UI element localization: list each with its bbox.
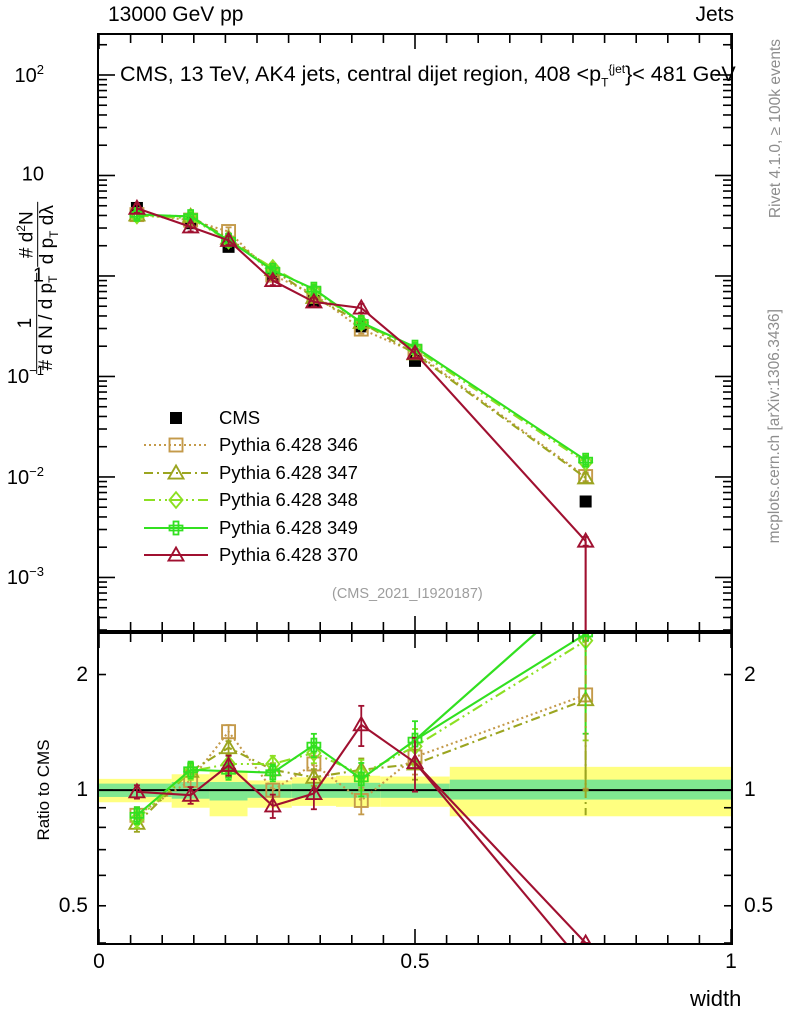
legend-item[interactable]: Pythia 6.428 349	[143, 514, 358, 542]
legend-label: Pythia 6.428 370	[219, 544, 358, 566]
ratio-series-line	[136, 639, 587, 820]
data-point-marker	[263, 796, 282, 813]
header-analysis-label: Jets	[695, 3, 734, 26]
legend-key-diamond-icon	[143, 489, 209, 511]
data-point-marker	[219, 231, 238, 247]
data-point-marker	[170, 411, 182, 424]
legend-key-square-icon	[143, 434, 209, 456]
ratio-series-line	[136, 693, 586, 817]
data-point-marker	[181, 785, 200, 802]
ratio-series-line	[136, 723, 587, 943]
error-bar	[358, 762, 365, 798]
data-point-marker	[219, 756, 238, 772]
data-point-marker	[166, 545, 186, 562]
legend-item[interactable]: Pythia 6.428 370	[143, 542, 358, 570]
data-point-marker	[352, 313, 371, 329]
data-point-marker	[265, 765, 281, 781]
ratio-y-tick-label-left: 2	[76, 662, 88, 686]
x-tick-label: 1	[725, 950, 737, 973]
data-point-marker	[183, 762, 199, 778]
data-point-marker	[304, 784, 323, 800]
legend-label: Pythia 6.428 349	[219, 516, 358, 538]
data-point-marker	[306, 737, 322, 753]
legend-key-triangle-icon	[143, 462, 209, 484]
legend-key-fsquare-icon	[143, 407, 209, 429]
main-y-tick-label: 10−1	[6, 363, 44, 389]
main-y-tick-label: 10−3	[6, 564, 44, 590]
legend-item[interactable]: Pythia 6.428 348	[143, 487, 358, 515]
legend-label: Pythia 6.428 347	[219, 461, 358, 483]
analysis-id-watermark: (CMS_2021_I1920187)	[332, 586, 483, 602]
data-point-marker	[580, 933, 592, 943]
data-point-marker	[405, 753, 425, 770]
legend-item[interactable]: CMS	[143, 404, 358, 432]
ratio-y-tick-label-left: 1	[76, 778, 88, 802]
data-point-marker	[306, 743, 322, 763]
main-y-tick-label: 1	[32, 264, 44, 287]
ratio-y-tick-label-right: 0.5	[744, 893, 774, 917]
data-point-marker	[181, 217, 200, 234]
data-point-marker	[168, 520, 184, 536]
legend-key-triangle-icon	[143, 544, 209, 566]
ratio-series-line	[414, 761, 567, 943]
data-point-marker	[129, 807, 145, 823]
legend: CMS Pythia 6.428 346 Pythia 6.428 347 Pythi…	[143, 404, 358, 569]
title-suffix: }< 481 GeV	[625, 62, 736, 87]
legend-item[interactable]: Pythia 6.428 347	[143, 459, 358, 487]
title-prefix: CMS, 13 TeV, AK4 jets, central dijet reg…	[120, 62, 602, 87]
data-point-marker	[221, 724, 237, 740]
data-point-marker	[166, 463, 186, 480]
ratio-y-tick-label-right: 2	[744, 662, 756, 686]
data-point-marker	[578, 452, 594, 468]
ratio-plot-panel	[97, 632, 733, 945]
data-point-marker	[219, 738, 238, 755]
legend-item[interactable]: Pythia 6.428 346	[143, 432, 358, 460]
data-point-marker	[353, 315, 369, 330]
x-tick-label: 0.5	[400, 950, 430, 973]
data-point-marker	[129, 809, 145, 829]
ratio-y-tick-label-left: 0.5	[58, 893, 88, 917]
data-point-marker	[127, 198, 147, 215]
legend-label: Pythia 6.428 346	[219, 434, 358, 456]
header-collider-label: 13000 GeV pp	[108, 3, 244, 26]
ratio-series-line	[414, 634, 537, 741]
ratio-y-tick-label-right: 1	[744, 778, 756, 802]
title-superscript: {jet	[608, 62, 626, 76]
data-point-marker	[168, 437, 184, 453]
data-point-marker	[579, 495, 592, 508]
main-y-tick-label: 10	[21, 163, 44, 186]
data-point-marker	[353, 771, 369, 787]
uncertainty-band-green	[209, 782, 248, 801]
main-plot-panel	[97, 33, 733, 632]
data-point-marker	[168, 490, 184, 510]
main-y-tick-label: 102	[14, 62, 44, 87]
data-point-marker	[127, 782, 147, 799]
data-point-marker	[304, 292, 323, 309]
main-y-tick-label: 10−2	[6, 464, 44, 489]
series-line	[136, 213, 587, 461]
x-tick-label: 0	[93, 950, 105, 973]
legend-label: Pythia 6.428 348	[219, 489, 358, 511]
error-bar	[358, 704, 365, 747]
data-point-marker	[576, 468, 595, 485]
data-point-marker	[263, 271, 282, 288]
x-axis-label: width	[690, 986, 742, 1011]
legend-label: CMS	[219, 406, 261, 428]
title-subscript: T	[601, 75, 609, 90]
data-point-marker	[352, 715, 371, 732]
data-point-marker	[405, 343, 425, 360]
page-title: CMS, 13 TeV, AK4 jets, central dijet reg…	[120, 62, 736, 89]
data-point-marker	[352, 298, 371, 315]
legend-key-cross-icon	[143, 517, 209, 539]
data-point-marker	[577, 452, 594, 472]
